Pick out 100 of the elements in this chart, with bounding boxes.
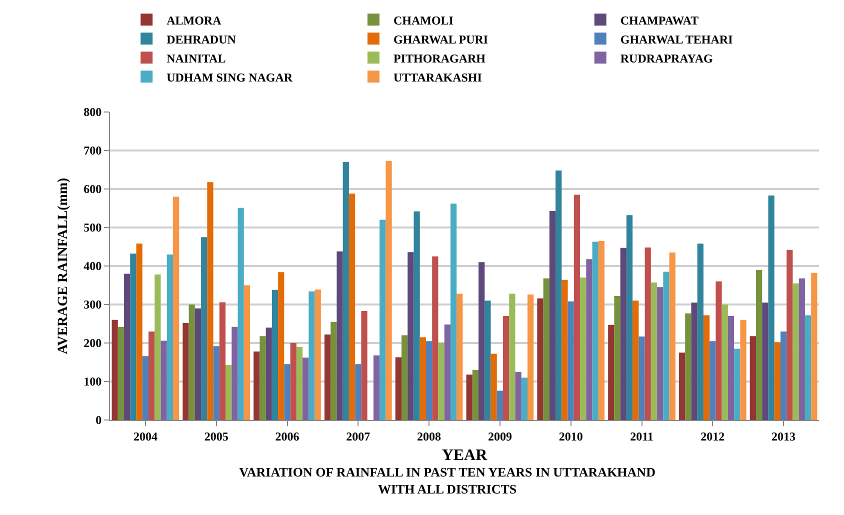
- legend-label: UDHAM SING NAGAR: [166, 70, 293, 84]
- bar: [626, 215, 633, 420]
- bar: [272, 290, 278, 420]
- bar: [284, 364, 290, 420]
- y-tick-label: 800: [84, 105, 102, 120]
- legend-label: UTTARAKASHI: [393, 70, 482, 84]
- bar: [219, 302, 226, 420]
- bar: [342, 162, 349, 420]
- bar: [608, 324, 614, 420]
- bar: [314, 289, 321, 420]
- bar: [774, 342, 780, 420]
- x-tick-label: 2012: [700, 429, 725, 444]
- x-tick-label: 2008: [417, 429, 442, 444]
- x-axis-title: YEAR: [442, 447, 488, 464]
- bar: [620, 248, 626, 420]
- bar: [632, 300, 639, 420]
- bar: [194, 308, 202, 420]
- bar: [740, 320, 746, 420]
- bar: [336, 251, 343, 420]
- bar: [638, 336, 645, 420]
- bar: [798, 278, 805, 420]
- bar: [355, 364, 362, 420]
- bar: [811, 272, 818, 420]
- bar: [756, 270, 762, 420]
- legend-label: CHAMOLI: [393, 13, 454, 28]
- bar: [716, 281, 722, 420]
- bar: [244, 285, 250, 420]
- bar: [254, 351, 260, 420]
- bar: [444, 324, 450, 420]
- x-tick-label: 2013: [772, 429, 796, 444]
- bar: [232, 326, 238, 420]
- y-tick-label: 100: [84, 374, 102, 389]
- bar: [598, 240, 605, 420]
- bar: [201, 237, 208, 420]
- bar: [768, 196, 774, 420]
- y-tick-label: 300: [84, 298, 102, 312]
- x-tick-label: 2004: [133, 429, 158, 444]
- bar: [278, 272, 284, 420]
- bar: [308, 291, 315, 420]
- bar: [780, 331, 787, 420]
- bar: [213, 346, 220, 420]
- bar: [484, 300, 491, 420]
- bar: [402, 335, 408, 420]
- bar: [348, 194, 356, 420]
- bar: [414, 211, 420, 420]
- bar: [438, 343, 444, 420]
- legend-label: ALMORA: [166, 13, 222, 28]
- bar: [426, 341, 432, 420]
- bar: [124, 274, 130, 420]
- y-tick-label: 700: [84, 144, 102, 158]
- bar: [395, 357, 402, 420]
- bar: [592, 242, 598, 420]
- bar: [722, 304, 728, 420]
- bar: [166, 254, 173, 420]
- bar: [650, 282, 658, 420]
- bar: [528, 294, 534, 420]
- x-tick-label: 2010: [558, 429, 583, 444]
- y-tick-label: 500: [84, 220, 102, 235]
- bar: [804, 315, 812, 420]
- bar: [420, 337, 426, 420]
- x-tick-label: 2011: [630, 429, 654, 444]
- bar: [207, 182, 214, 420]
- bar: [154, 274, 161, 420]
- bar: [160, 340, 167, 420]
- bar: [515, 372, 522, 420]
- bar: [762, 302, 768, 420]
- bar: [678, 352, 686, 420]
- bar: [226, 364, 232, 420]
- y-tick-label: 0: [96, 413, 102, 428]
- bar: [503, 316, 510, 420]
- bar: [792, 283, 799, 420]
- x-tick-label: 2007: [346, 429, 370, 444]
- legend-label: GHARWAL PURI: [393, 32, 488, 46]
- bar: [238, 208, 244, 420]
- bar: [669, 252, 676, 420]
- bar: [580, 278, 586, 420]
- bar: [644, 248, 651, 420]
- bar: [290, 343, 296, 420]
- bar: [380, 220, 386, 420]
- x-tick-label: 2006: [275, 429, 300, 444]
- bar: [386, 160, 392, 420]
- bar: [266, 328, 272, 420]
- bar: [456, 294, 463, 420]
- x-tick-label: 2009: [488, 429, 512, 444]
- bar: [148, 331, 155, 420]
- bar: [568, 301, 574, 420]
- text: VARIATION OF RAINFALL IN PAST TEN YEARS IN UTTARAKHAND WITH ALL DISTRICTS: [239, 464, 656, 496]
- bar: [574, 194, 580, 420]
- bar: [663, 272, 670, 420]
- y-tick-label: 400: [84, 259, 102, 274]
- bar: [562, 280, 568, 420]
- legend-label: RUDRAPRAYAG: [620, 51, 713, 66]
- bar: [330, 322, 337, 420]
- legend-label: PITHORAGARH: [393, 51, 486, 66]
- legend-label: DEHRADUN: [166, 32, 236, 46]
- bar: [182, 322, 189, 420]
- bar: [296, 346, 303, 420]
- bar: [537, 298, 544, 420]
- bar: [496, 390, 504, 420]
- bar: [521, 378, 528, 420]
